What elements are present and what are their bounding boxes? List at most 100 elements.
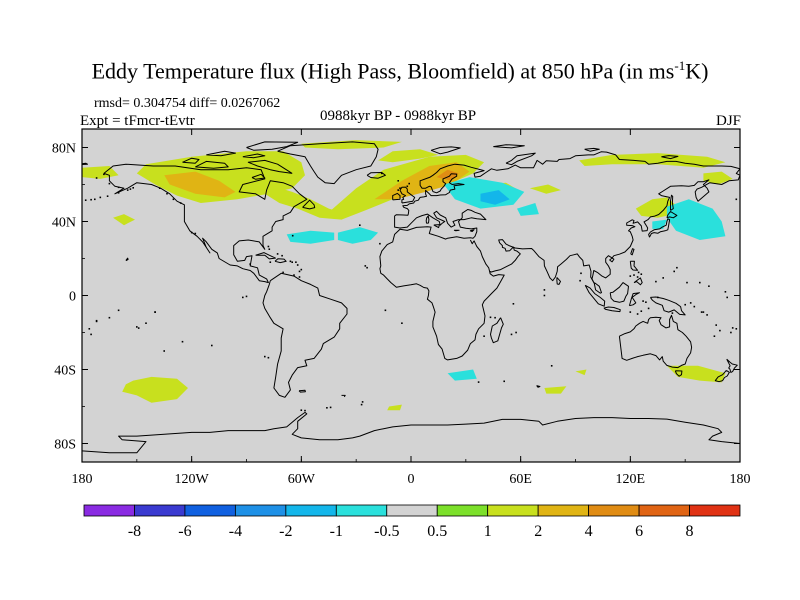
colorbar-swatch [638, 504, 690, 517]
island-dot [633, 274, 635, 276]
anomaly-region [378, 149, 439, 163]
island-dot [84, 199, 87, 201]
coastline-japan [648, 218, 671, 238]
lon-tick-label: 60E [509, 472, 532, 487]
island-dot [94, 198, 96, 201]
season-label: DJF [715, 113, 741, 129]
island-dot [503, 380, 505, 383]
anomaly-region [666, 199, 726, 240]
coastline-hokkaido [666, 211, 678, 219]
island-dot [281, 254, 283, 257]
lat-tick-label: 40S [54, 364, 76, 379]
coastline-sicily [433, 224, 440, 229]
lat-tick-label: 80N [52, 142, 76, 157]
island-dot [629, 311, 632, 313]
lat-tick-label: 0 [69, 290, 76, 305]
island-dot [158, 187, 161, 189]
island-dot [242, 296, 244, 299]
island-dot [359, 224, 361, 226]
island-dot [269, 261, 272, 263]
lat-tick-label: 40N [52, 216, 76, 231]
island-dot [95, 177, 98, 179]
island-dot [406, 185, 409, 188]
coastline-hainan [609, 257, 615, 263]
coastline-tasmania [674, 370, 683, 377]
island-dot [282, 271, 284, 274]
anomaly-region [666, 365, 726, 383]
island-dot [267, 245, 270, 248]
island-dot [397, 189, 399, 191]
anomaly-region [387, 404, 402, 411]
coastline-arabia-red-sea-closing [469, 239, 491, 272]
coastline-new-guinea [649, 296, 686, 316]
lon-tick-label: 0 [408, 472, 415, 487]
coastline-cyprus [469, 229, 475, 232]
colorbar-label: 4 [585, 523, 593, 540]
coastline-layer [82, 141, 740, 454]
anomaly-region [164, 171, 236, 198]
coastline-taiwan [630, 248, 635, 256]
island-dot [671, 312, 674, 314]
island-dot [408, 182, 410, 185]
island-dot [657, 296, 659, 299]
coastline-borneo [609, 282, 629, 303]
chart-title: Eddy Temperature flux (High Pass, Bloomf… [0, 58, 800, 84]
anomaly-region [136, 151, 305, 203]
coastline-banks-island [182, 157, 200, 164]
island-dot [637, 271, 640, 274]
period-label: 0988kyr BP - 0988kyr BP [320, 108, 477, 124]
island-dot [724, 291, 727, 293]
island-dot [90, 333, 92, 336]
coastline-new-zealand-south [714, 369, 730, 383]
colorbar-swatch [285, 504, 337, 517]
colorbar-label: -1 [330, 523, 343, 540]
island-dot [99, 196, 102, 199]
island-dot [731, 327, 734, 329]
island-dot [245, 295, 248, 298]
island-dot [293, 274, 295, 276]
coastline-cuba [255, 252, 276, 260]
coastline-new-siberian [661, 155, 679, 160]
island-dot [489, 316, 492, 319]
island-dot [264, 355, 266, 358]
island-dot [381, 172, 383, 175]
coastline-sulawesi [628, 292, 640, 307]
anomaly-region [286, 230, 335, 244]
island-dot [673, 270, 675, 273]
anomaly-region [703, 171, 733, 185]
anomaly-region [579, 153, 726, 168]
coastline-victoria-island [195, 160, 229, 169]
island-dot [300, 409, 303, 411]
island-dot [686, 281, 688, 284]
island-dot [90, 198, 92, 201]
colorbar-label: 6 [635, 523, 643, 540]
island-dot [512, 303, 515, 305]
coastline-philippines-luzon [629, 260, 639, 271]
island-dot [702, 311, 705, 313]
island-dot [126, 189, 129, 191]
anomaly-region [517, 203, 539, 216]
colorbar-label: -2 [279, 523, 292, 540]
coastline-southampton [251, 173, 266, 180]
colorbar-swatch [386, 504, 438, 517]
colorbar-label: 0.5 [427, 523, 447, 540]
island-dot [693, 305, 696, 308]
island-dot [735, 198, 738, 201]
coastline-newfoundland [302, 199, 316, 210]
coastline-great-britain [399, 186, 416, 204]
island-dot [289, 260, 292, 263]
coastline-franz-josef [493, 144, 525, 149]
island-dot [249, 263, 251, 265]
island-dot [636, 276, 639, 278]
coastline-falklands [298, 389, 306, 393]
anomaly-region [480, 190, 510, 205]
island-dot [329, 406, 332, 409]
chart-title-main: Eddy Temperature flux (High Pass, Bloomf… [91, 58, 675, 84]
coastline-devon-island [242, 153, 266, 159]
lon-tick-label: 120W [175, 472, 210, 487]
island-dot [550, 365, 553, 367]
experiment-label: Expt = tFmcr-tEvtr [80, 113, 195, 129]
island-dot [384, 309, 387, 312]
coastline-crete [453, 229, 460, 232]
lon-tick-label: 180 [72, 472, 93, 487]
